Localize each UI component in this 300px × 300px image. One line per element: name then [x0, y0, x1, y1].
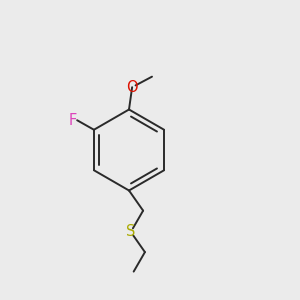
Text: O: O: [126, 80, 138, 95]
Text: S: S: [126, 224, 136, 239]
Text: F: F: [69, 113, 77, 128]
